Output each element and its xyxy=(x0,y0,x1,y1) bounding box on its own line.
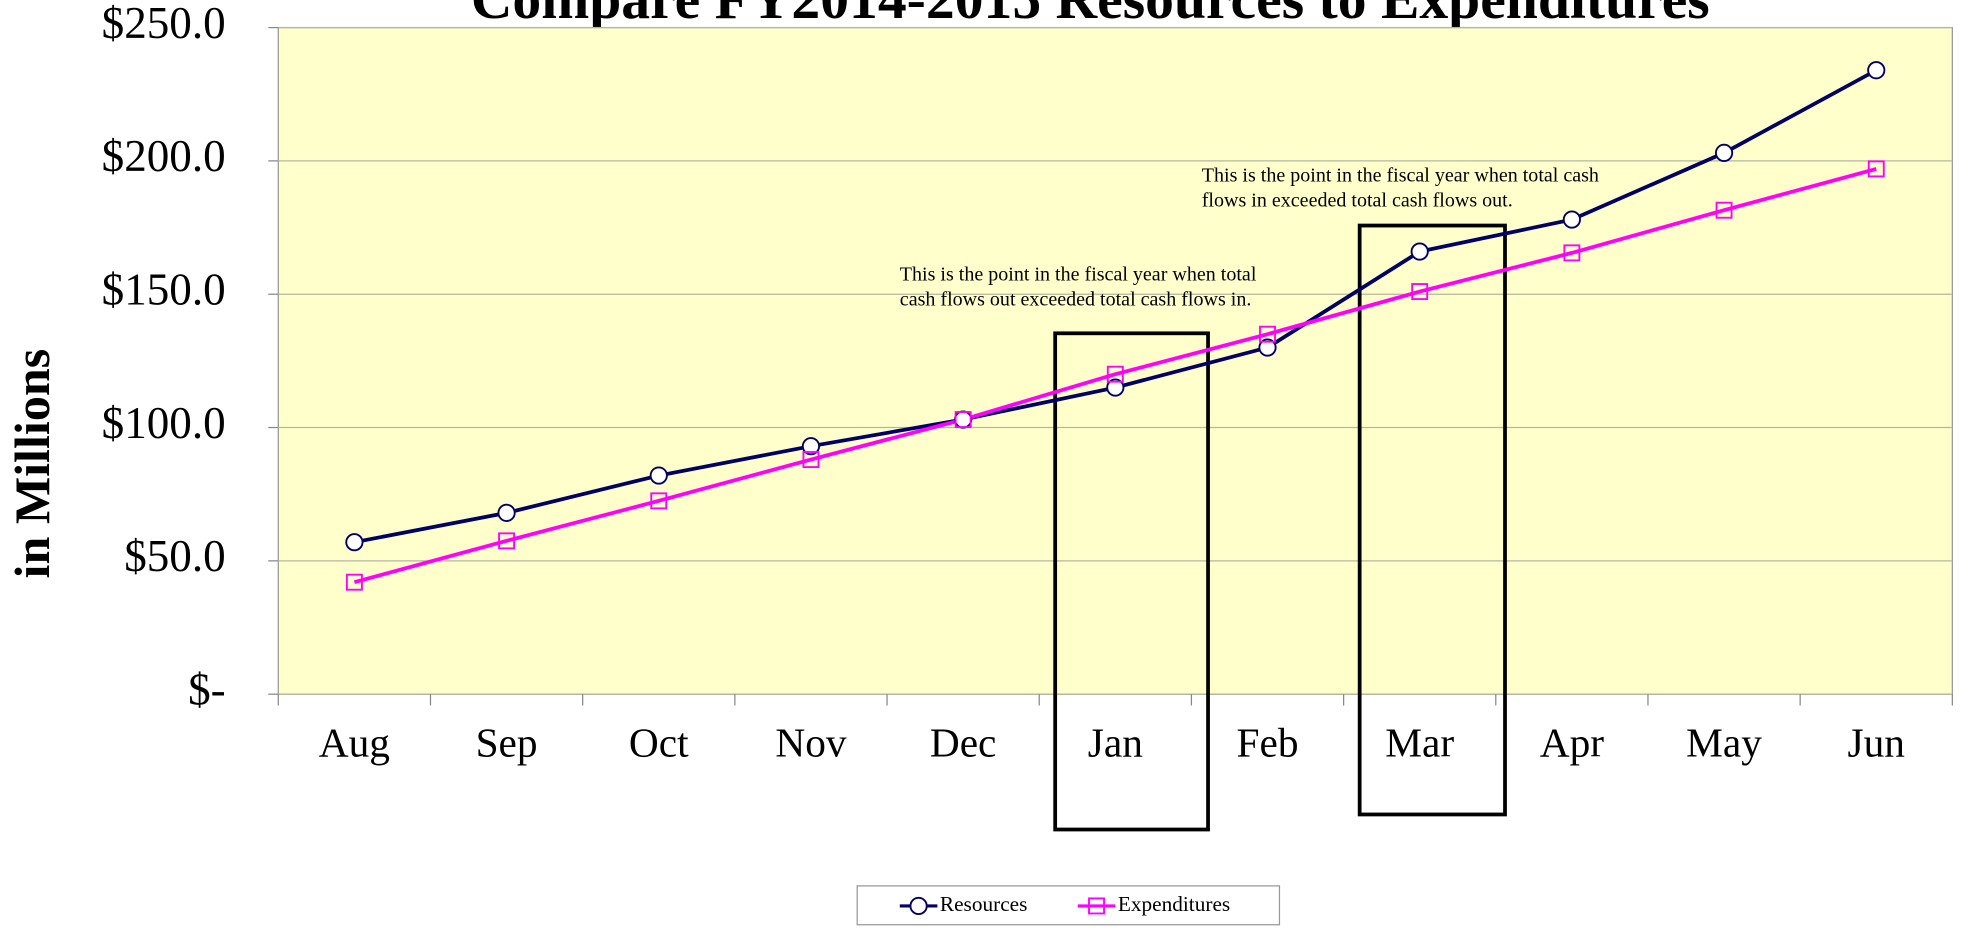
x-tick-label: Jan xyxy=(1088,719,1143,765)
marker xyxy=(1106,378,1125,397)
marker xyxy=(1714,143,1734,162)
marker xyxy=(1410,242,1429,261)
marker xyxy=(954,410,973,429)
y-tick-label: $50.0 xyxy=(124,531,225,581)
marker xyxy=(345,573,363,591)
x-tick-label: Sep xyxy=(476,719,538,765)
marker xyxy=(1563,244,1581,262)
x-tick-label: Feb xyxy=(1237,719,1299,765)
y-tick-label: $200.0 xyxy=(102,131,226,181)
x-tick-label: Jun xyxy=(1848,719,1906,765)
y-axis-title: in Millions xyxy=(4,349,60,579)
annotation: flows in exceeded total cash flows out. xyxy=(1202,189,1513,211)
marker xyxy=(1258,338,1277,357)
legend-label: Expenditures xyxy=(1118,892,1230,916)
x-tick-label: Oct xyxy=(629,719,689,765)
x-tick-label: May xyxy=(1686,719,1762,765)
marker xyxy=(1715,201,1733,219)
marker xyxy=(1088,897,1105,915)
marker xyxy=(345,533,364,552)
legend-item: Resources xyxy=(899,892,1028,916)
marker xyxy=(649,466,668,485)
x-tick-label: Apr xyxy=(1540,719,1605,765)
marker xyxy=(1562,210,1581,229)
chart-title: Compare FY2014-2015 Resources to Expendi… xyxy=(471,0,1710,31)
y-tick-label: $100.0 xyxy=(102,398,226,448)
annotation: cash flows out exceeded total cash flows… xyxy=(900,288,1252,310)
marker xyxy=(497,503,516,522)
legend-item: Expenditures xyxy=(1077,892,1230,916)
plot-area xyxy=(277,26,1953,695)
marker xyxy=(802,451,820,468)
x-tick-label: Dec xyxy=(930,719,997,765)
marker xyxy=(1867,160,1885,178)
highlight-box xyxy=(1053,331,1210,832)
annotation: This is the point in the fiscal year whe… xyxy=(1202,164,1599,186)
marker xyxy=(1411,283,1429,301)
y-tick-label: $- xyxy=(188,665,226,715)
x-tick-label: Mar xyxy=(1385,719,1454,765)
highlight-box xyxy=(1357,223,1507,817)
marker xyxy=(909,896,928,916)
marker xyxy=(954,411,972,428)
marker xyxy=(1106,365,1124,383)
x-tick-label: Aug xyxy=(319,719,390,765)
legend-label: Resources xyxy=(940,892,1028,916)
x-tick-label: Nov xyxy=(775,719,847,765)
marker xyxy=(1259,325,1276,343)
marker xyxy=(498,532,516,550)
marker xyxy=(1867,61,1886,80)
y-tick-label: $150.0 xyxy=(102,265,226,315)
annotation: This is the point in the fiscal year whe… xyxy=(900,263,1257,285)
series-line xyxy=(353,167,1877,585)
marker xyxy=(650,492,668,510)
marker xyxy=(801,437,821,456)
y-tick-label: $250.0 xyxy=(102,0,226,48)
